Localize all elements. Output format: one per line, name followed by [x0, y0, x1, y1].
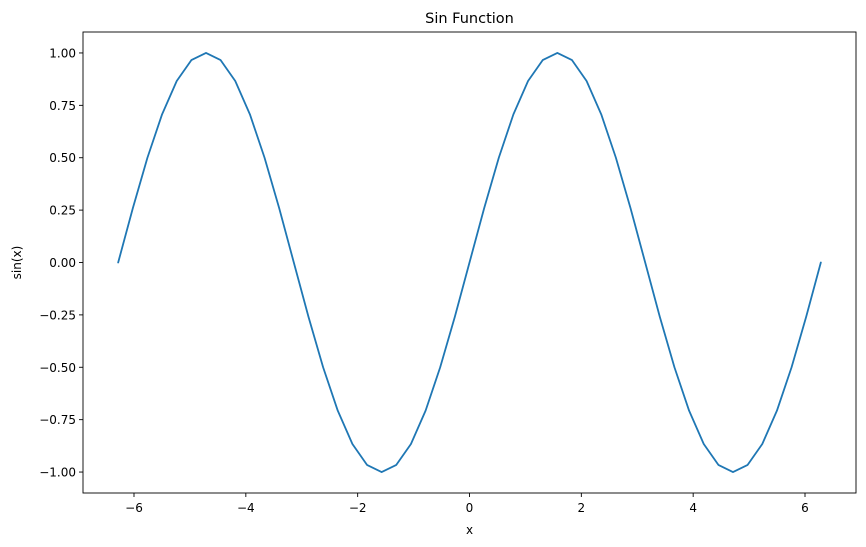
x-tick-label: 6 — [801, 501, 809, 515]
y-tick-label: 0.25 — [49, 204, 76, 218]
y-tick-label: −0.50 — [39, 361, 76, 375]
series-line-0 — [117, 52, 822, 473]
y-tick-label: −0.75 — [39, 413, 76, 427]
y-tick-label: 1.00 — [49, 46, 76, 60]
x-tick-label: −6 — [125, 501, 143, 515]
x-axis-label: x — [466, 523, 473, 537]
y-tick-label: 0.00 — [49, 256, 76, 270]
y-tick-label: 0.50 — [49, 151, 76, 165]
chart-title: Sin Function — [425, 11, 514, 27]
x-tick-label: −2 — [349, 501, 367, 515]
x-tick-label: 4 — [689, 501, 697, 515]
plot-area: −6 −4 −2 0 2 4 6 −1.00 −0.75 −0.50 −0.25 0.00 0.25 0.… — [39, 31, 857, 515]
y-tick-label: −0.25 — [39, 308, 76, 322]
y-tick-label: 0.75 — [49, 99, 76, 113]
y-axis-label: sin(x) — [10, 246, 24, 280]
x-tick-label: 2 — [578, 501, 586, 515]
x-tick-label: 0 — [466, 501, 474, 515]
y-tick-label: −1.00 — [39, 466, 76, 480]
x-tick-label: −4 — [237, 501, 255, 515]
